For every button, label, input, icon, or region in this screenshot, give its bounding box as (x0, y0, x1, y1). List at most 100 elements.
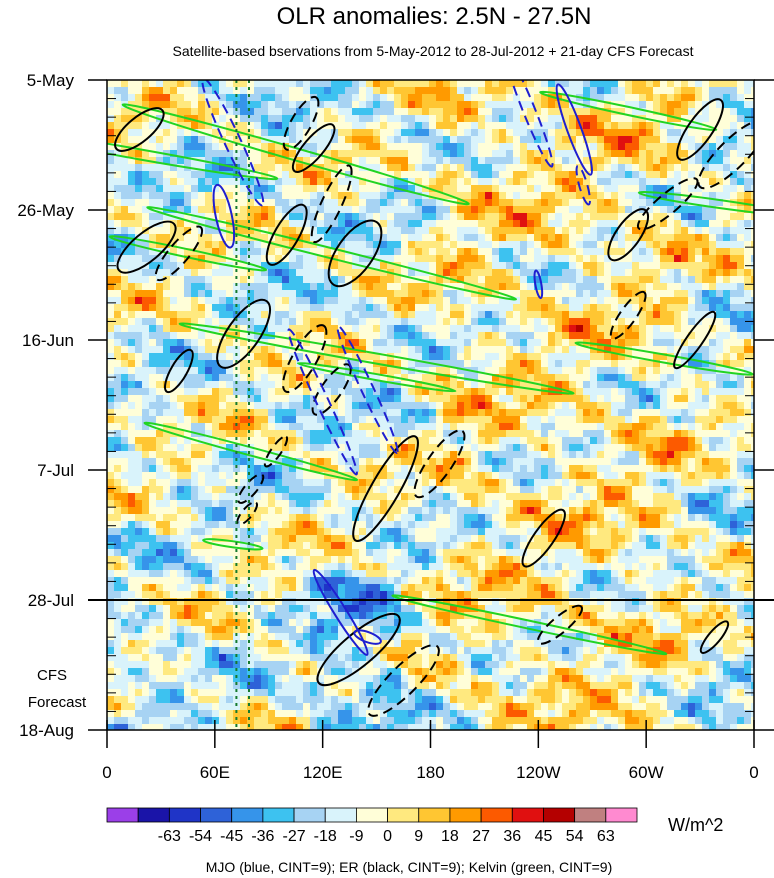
olr-cell (121, 178, 129, 186)
olr-cell (569, 437, 577, 445)
olr-cell (233, 94, 241, 102)
olr-cell (261, 276, 269, 284)
olr-cell (730, 101, 738, 109)
olr-cell (359, 150, 367, 158)
olr-cell (625, 199, 633, 207)
olr-cell (527, 178, 535, 186)
olr-cell (506, 423, 514, 431)
olr-cell (275, 297, 283, 305)
olr-cell (730, 234, 738, 242)
olr-cell (590, 395, 598, 403)
olr-cell (499, 206, 507, 214)
olr-cell (597, 227, 605, 235)
olr-cell (562, 304, 570, 312)
olr-cell (415, 381, 423, 389)
olr-cell (632, 143, 640, 151)
olr-cell (653, 360, 661, 368)
olr-cell (282, 227, 290, 235)
olr-cell (303, 297, 311, 305)
olr-cell (478, 87, 486, 95)
olr-cell (107, 402, 115, 410)
olr-cell (450, 318, 458, 326)
olr-cell (674, 304, 682, 312)
olr-cell (450, 94, 458, 102)
olr-cell (513, 430, 521, 438)
olr-cell (422, 444, 430, 452)
olr-cell (254, 150, 262, 158)
olr-cell (604, 143, 612, 151)
olr-cell (226, 416, 234, 424)
olr-cell (107, 353, 115, 361)
olr-cell (226, 353, 234, 361)
olr-cell (261, 248, 269, 256)
olr-cell (331, 430, 339, 438)
olr-cell (247, 276, 255, 284)
olr-cell (415, 269, 423, 277)
olr-cell (709, 206, 717, 214)
olr-cell (114, 157, 122, 165)
olr-cell (723, 304, 731, 312)
olr-cell (303, 283, 311, 291)
olr-cell (170, 115, 178, 123)
olr-cell (688, 388, 696, 396)
olr-cell (527, 346, 535, 354)
olr-cell (520, 346, 528, 354)
olr-cell (212, 423, 220, 431)
olr-cell (149, 381, 157, 389)
olr-cell (646, 262, 654, 270)
olr-cell (296, 178, 304, 186)
olr-cell (527, 444, 535, 452)
olr-cell (338, 87, 346, 95)
olr-cell (268, 185, 276, 193)
olr-cell (555, 332, 563, 340)
olr-cell (324, 192, 332, 200)
olr-cell (555, 367, 563, 375)
olr-cell (408, 80, 416, 88)
olr-cell (534, 122, 542, 130)
olr-cell (352, 416, 360, 424)
olr-cell (303, 220, 311, 228)
olr-cell (625, 108, 633, 116)
olr-cell (576, 192, 584, 200)
olr-cell (716, 353, 724, 361)
olr-cell (730, 409, 738, 417)
olr-cell (436, 220, 444, 228)
olr-cell (730, 157, 738, 165)
olr-cell (457, 185, 465, 193)
olr-cell (170, 451, 178, 459)
olr-cell (282, 332, 290, 340)
olr-cell (282, 311, 290, 319)
olr-cell (555, 234, 563, 242)
olr-cell (639, 283, 647, 291)
olr-cell (429, 199, 437, 207)
olr-cell (114, 451, 122, 459)
olr-cell (191, 444, 199, 452)
olr-cell (296, 430, 304, 438)
olr-cell (562, 437, 570, 445)
olr-cell (632, 318, 640, 326)
olr-cell (716, 262, 724, 270)
olr-cell (170, 409, 178, 417)
olr-cell (219, 353, 227, 361)
olr-cell (338, 423, 346, 431)
olr-cell (513, 255, 521, 263)
olr-cell (499, 143, 507, 151)
olr-cell (331, 318, 339, 326)
olr-cell (548, 395, 556, 403)
olr-cell (709, 157, 717, 165)
olr-cell (422, 157, 430, 165)
olr-cell (709, 416, 717, 424)
olr-cell (184, 185, 192, 193)
olr-cell (324, 276, 332, 284)
olr-cell (646, 416, 654, 424)
olr-cell (366, 325, 374, 333)
olr-cell (478, 178, 486, 186)
olr-cell (450, 101, 458, 109)
olr-cell (597, 192, 605, 200)
olr-cell (373, 409, 381, 417)
olr-cell (639, 129, 647, 137)
olr-cell (555, 150, 563, 158)
olr-cell (324, 80, 332, 88)
olr-cell (492, 332, 500, 340)
olr-cell (723, 227, 731, 235)
